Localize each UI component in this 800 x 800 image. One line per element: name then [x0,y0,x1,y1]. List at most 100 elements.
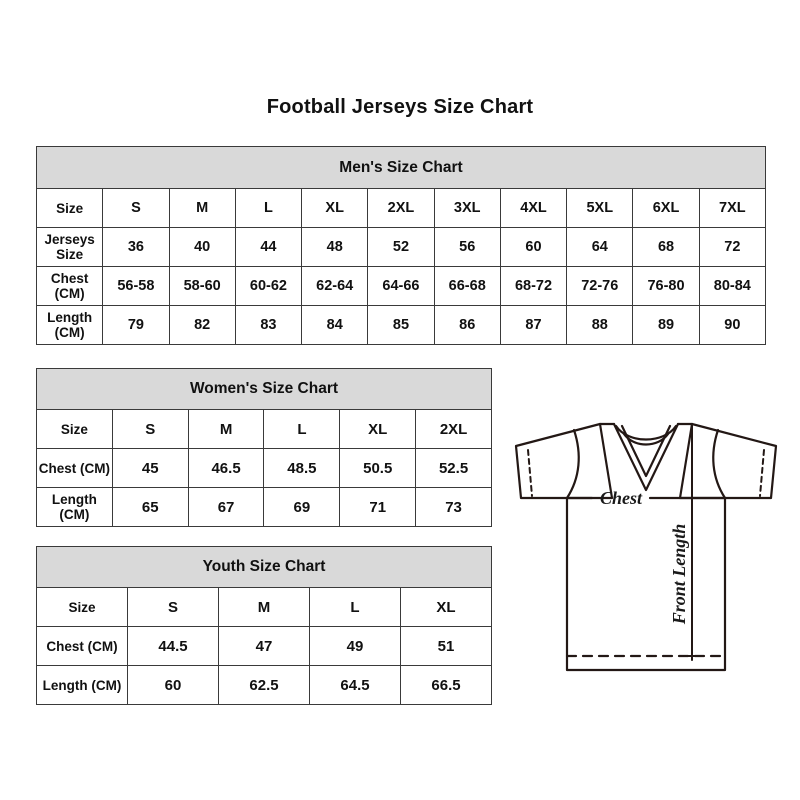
left-cuff-dashed-line [527,449,533,497]
mens-jerseys-size-4xl: 60 [499,227,568,267]
mens-size-5xl: 5XL [566,188,634,228]
mens-size-chart-table: Men's Size Chart Size S M L XL 2XL 3XL 4… [35,146,767,345]
table-row: Chest (CM) 56-58 58-60 60-62 62-64 64-66… [35,266,767,306]
mens-chest-2xl: 64-66 [367,266,435,306]
mens-size-2xl: 2XL [367,188,435,228]
womens-chest-s: 45 [111,448,189,488]
mens-chest-l: 60-62 [234,266,303,306]
table-row: Size S M L XL 2XL 3XL 4XL 5XL 6XL 7XL [35,188,767,228]
mens-length-7xl: 90 [698,305,767,345]
vneck-inner [620,424,672,478]
right-cuff-dashed-line [759,449,765,497]
table-caption-row: Women's Size Chart [36,368,492,410]
mens-jerseys-size-7xl: 72 [698,227,767,267]
row-header-chest: Chest (CM) [36,626,128,666]
mens-size-l: L [234,188,303,228]
table-row: Length (CM) 79 82 83 84 85 86 87 88 89 9… [35,305,767,345]
youth-size-m: M [218,587,310,627]
mens-chest-6xl: 76-80 [632,266,700,306]
youth-length-xl: 66.5 [400,665,492,705]
mens-length-l: 83 [234,305,303,345]
mens-size-4xl: 4XL [499,188,568,228]
mens-jerseys-size-5xl: 64 [566,227,634,267]
mens-length-5xl: 88 [566,305,634,345]
row-header-length: Length (CM) [36,487,113,527]
mens-chest-7xl: 80-84 [698,266,767,306]
mens-length-m: 82 [168,305,236,345]
womens-length-l: 69 [263,487,341,527]
youth-length-l: 64.5 [309,665,401,705]
womens-chest-xl: 50.5 [339,448,417,488]
mens-table-caption: Men's Size Chart [36,146,766,189]
collar-band-outer [614,424,678,441]
mens-length-6xl: 89 [632,305,700,345]
row-header-chest: Chest (CM) [35,266,104,306]
mens-chest-3xl: 66-68 [433,266,501,306]
mens-chest-4xl: 68-72 [499,266,568,306]
chest-label: Chest [600,488,643,508]
mens-size-3xl: 3XL [433,188,501,228]
left-sleeve-outline [514,422,614,500]
table-row: Size S M L XL 2XL [36,409,492,449]
table-row: Jerseys Size 36 40 44 48 52 56 60 64 68 … [35,227,767,267]
jersey-measurement-diagram: Chest Front Length [504,404,788,690]
youth-length-s: 60 [127,665,219,705]
row-header-length: Length (CM) [36,665,128,705]
youth-table-caption: Youth Size Chart [36,546,492,588]
mens-length-xl: 84 [301,305,369,345]
youth-chest-s: 44.5 [127,626,219,666]
table-row: Length (CM) 65 67 69 71 73 [36,487,492,527]
mens-size-m: M [168,188,236,228]
row-header-size: Size [36,409,113,449]
mens-chest-s: 56-58 [102,266,170,306]
mens-length-4xl: 87 [499,305,568,345]
womens-size-chart-table: Women's Size Chart Size S M L XL 2XL Che… [36,368,492,527]
mens-jerseys-size-2xl: 52 [367,227,435,267]
page-title: Football Jerseys Size Chart [266,96,534,118]
mens-length-2xl: 85 [367,305,435,345]
row-header-length: Length (CM) [35,305,104,345]
mens-size-7xl: 7XL [698,188,767,228]
womens-size-xl: XL [339,409,417,449]
row-header-jerseys-size: Jerseys Size [35,227,104,267]
table-row: Size S M L XL [36,587,492,627]
mens-jerseys-size-6xl: 68 [632,227,700,267]
mens-chest-xl: 62-64 [301,266,369,306]
vneck-outer [612,422,680,492]
mens-jerseys-size-3xl: 56 [433,227,501,267]
womens-size-l: L [263,409,341,449]
womens-size-2xl: 2XL [415,409,492,449]
womens-chest-l: 48.5 [263,448,341,488]
youth-length-m: 62.5 [218,665,310,705]
youth-size-s: S [127,587,219,627]
table-caption-row: Men's Size Chart [36,146,766,189]
mens-size-xl: XL [301,188,369,228]
youth-size-xl: XL [400,587,492,627]
mens-chest-5xl: 72-76 [566,266,634,306]
table-row: Length (CM) 60 62.5 64.5 66.5 [36,665,492,705]
mens-chest-m: 58-60 [168,266,236,306]
womens-chest-2xl: 52.5 [415,448,492,488]
womens-length-m: 67 [187,487,265,527]
mens-jerseys-size-l: 44 [234,227,303,267]
table-row: Chest (CM) 45 46.5 48.5 50.5 52.5 [36,448,492,488]
youth-size-chart-table: Youth Size Chart Size S M L XL Chest (CM… [36,546,492,705]
womens-size-m: M [187,409,265,449]
left-armhole-seam [565,428,580,500]
womens-length-xl: 71 [339,487,417,527]
table-row: Chest (CM) 44.5 47 49 51 [36,626,492,666]
mens-jerseys-size-s: 36 [102,227,170,267]
womens-length-s: 65 [111,487,189,527]
table-caption-row: Youth Size Chart [36,546,492,588]
mens-size-s: S [102,188,170,228]
mens-size-6xl: 6XL [632,188,700,228]
womens-chest-m: 46.5 [187,448,265,488]
body-outline [565,496,727,672]
row-header-size: Size [35,188,104,228]
youth-chest-xl: 51 [400,626,492,666]
mens-jerseys-size-m: 40 [168,227,236,267]
right-armhole-seam [712,428,727,500]
youth-chest-m: 47 [218,626,310,666]
front-length-label: Front Length [669,524,689,626]
womens-size-s: S [111,409,189,449]
